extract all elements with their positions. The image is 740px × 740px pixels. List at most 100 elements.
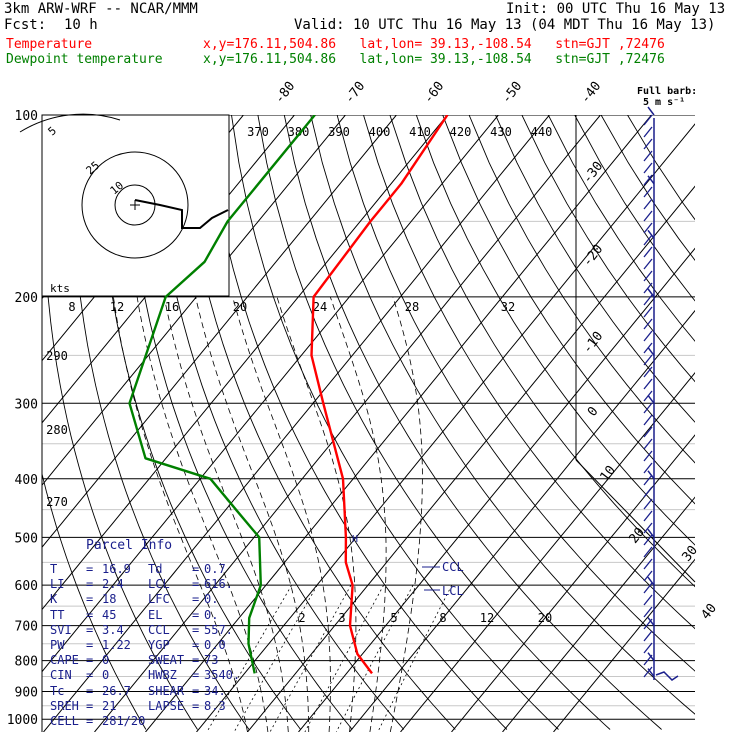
forecast-label: Fcst: [4,17,47,33]
wind-barb [643,390,653,402]
dry-adiabat-line [125,115,353,730]
wind-barb [643,294,653,306]
mixing-ratio-top-label: 12 [110,300,124,314]
mixing-ratio-line [206,584,292,732]
dry-adiabat-line [71,115,250,730]
parcel-info-row: CELL = 281/20 [50,714,236,729]
isotherm-line [42,115,295,424]
dry-adiabat-line [468,115,695,464]
moist-adiabat-line [232,296,331,732]
parcel-info-cell: 26.7 [102,683,131,698]
wind-barb [643,666,653,678]
isotherm-line [42,115,397,548]
isotherm-label: -70 [342,79,368,107]
isotherm-line [349,309,695,732]
pressure-label-100: 100 [15,109,38,124]
isotherm-line [400,372,695,732]
parcel-info-cell: Tc [50,683,65,698]
parcel-info-cell: 16.9 [102,562,131,576]
isotherm-line [502,496,695,732]
parcel-info-cell: = [86,638,94,652]
wind-barb [643,354,653,366]
wind-barb [643,594,653,606]
isotherm-label: 40 [699,601,720,623]
isotherm-line [298,247,695,732]
mixing-ratio-top-label: 28 [405,300,419,314]
wind-barb [643,162,653,174]
lower-right-diagonal [575,459,696,583]
dry-adiabat-line [283,115,662,730]
isotherm-line [451,434,695,732]
ccl-label: CCL [442,560,464,574]
theta-label: 440 [531,125,553,139]
mixing-ratio-bottom-label: 3 [338,611,345,625]
dry-adiabat-line [151,115,405,730]
wind-barb [643,186,653,198]
mixing-ratio-bottom-label: 8 [439,611,446,625]
parcel-info-cell: = [192,607,200,622]
wind-barb [643,114,653,126]
temperature-legend-label: Temperature [6,37,93,52]
valid-time: Valid: 10 UTC Thu 16 May 13 (04 MDT Thu … [294,17,716,33]
pressure-label-800: 800 [15,655,38,670]
parcel-info-cell: LI [50,577,65,592]
wind-barb [643,414,653,426]
parcel-info-cell: 281/20 [102,714,146,728]
isotherm-label: -20 [580,242,606,270]
barb-legend-unit: 5 m s⁻¹ [643,97,686,108]
mixing-ratio-bottom-label: 12 [480,611,494,625]
wind-barb [643,486,653,498]
parcel-info-cell: 0 [102,668,110,683]
parcel-info-cell: = [86,592,94,607]
parcel-info-cell: = [86,683,94,698]
moist-adiabat-line [195,296,310,732]
parcel-info-cell: = [86,653,94,668]
wind-barb [647,229,655,239]
parcel-info-row: LI = 2.4 LCL = 616. [50,577,236,592]
wind-barb [643,150,653,162]
parcel-info-cell: T [50,562,58,576]
dewpoint-legend-label: Dewpoint temperature [6,52,163,67]
wind-barb [643,642,653,654]
wind-barb [643,510,653,522]
dry-adiabat-line [43,115,198,730]
parcel-info-cell: CIN [50,668,72,683]
theta-label: 420 [450,125,472,139]
wind-barb [643,498,653,510]
dry-adiabat-line [521,115,695,383]
parcel-info-cell: 0. [204,607,219,622]
barb-legend-title: Full barb: [637,86,698,97]
parcel-info-cell: CAPE [50,653,79,668]
theta-label: 390 [328,125,350,139]
theta-label: 370 [247,125,269,139]
isotherm-label: -60 [421,79,447,107]
temperature-location-info: x,y=176.11,504.86 lat,lon= 39.13,-108.54… [203,37,665,52]
wind-barb [647,528,655,538]
mixing-ratio-top-label: 20 [233,300,247,314]
wind-barb [647,617,655,627]
isotherm-line [145,115,652,732]
isotherm-line [247,185,695,732]
dry-adiabat-line [204,115,508,730]
parcel-info-cell: = [192,638,200,652]
parcel-info-cell: = [86,562,94,576]
parcel-info-cell: SVI [50,622,72,637]
theta-side-label: 290 [46,349,68,363]
dry-adiabat-line [363,115,695,630]
forecast-hour: 10 h [64,17,98,33]
wind-barb [643,450,653,462]
parcel-info-cell: 34. [204,683,226,698]
isotherm-label: 0 [585,404,602,419]
wind-barb [643,198,653,210]
parcel-info-cell: = [192,592,200,607]
parcel-info-cell: 1.22 [102,638,131,652]
pressure-label-1000: 1000 [7,713,38,728]
mixing-ratio-top-label: 32 [501,300,515,314]
parcel-info-cell: = [86,698,94,713]
wind-barb-surface [655,671,679,681]
isotherm-label: 30 [680,543,701,565]
wind-barb [643,270,653,282]
wind-barb [643,606,653,618]
wind-barb [643,570,653,582]
